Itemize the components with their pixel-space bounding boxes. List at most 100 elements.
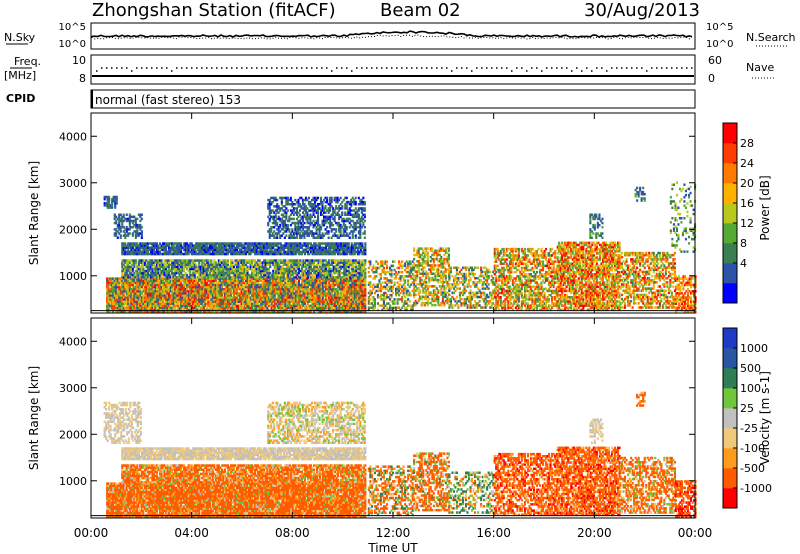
power-cell bbox=[261, 304, 264, 308]
power-cell bbox=[282, 298, 285, 301]
power-cell bbox=[119, 277, 122, 280]
power-cell bbox=[257, 287, 260, 291]
power-cell bbox=[198, 308, 201, 312]
power-cell bbox=[270, 285, 273, 289]
power-cell bbox=[343, 294, 346, 297]
power-cell bbox=[136, 265, 139, 269]
power-cell bbox=[166, 277, 169, 280]
power-cell bbox=[140, 296, 143, 299]
power-cell bbox=[264, 287, 267, 291]
power-cell bbox=[160, 304, 163, 308]
power-cell bbox=[311, 296, 314, 299]
power-cell bbox=[116, 300, 119, 303]
power-cell bbox=[171, 281, 174, 285]
power-cell bbox=[236, 287, 239, 291]
power-cell bbox=[155, 292, 158, 295]
power-cell bbox=[281, 292, 284, 295]
power-cell bbox=[297, 290, 300, 293]
power-cell bbox=[229, 277, 232, 280]
power-cell bbox=[124, 287, 127, 291]
power-cell bbox=[261, 292, 264, 295]
power-cell bbox=[127, 287, 130, 291]
power-cell bbox=[281, 298, 284, 301]
power-cell bbox=[154, 271, 157, 275]
power-cell bbox=[325, 279, 328, 282]
power-cell bbox=[299, 285, 302, 289]
power-cell bbox=[254, 281, 257, 285]
power-cell bbox=[201, 287, 204, 291]
power-cell bbox=[122, 259, 125, 262]
power-cell bbox=[142, 261, 145, 264]
power-cell bbox=[275, 298, 278, 301]
power-cell bbox=[220, 306, 223, 310]
power-cell bbox=[192, 310, 195, 314]
power-cell bbox=[299, 300, 302, 303]
power-cell bbox=[257, 302, 260, 305]
power-cell bbox=[107, 290, 110, 293]
power-cell bbox=[163, 271, 166, 275]
power-cell bbox=[325, 308, 328, 312]
power-cell bbox=[131, 283, 134, 287]
power-cell bbox=[284, 277, 287, 280]
power-cell bbox=[231, 298, 234, 301]
power-cell bbox=[226, 283, 229, 287]
power-cell bbox=[300, 294, 303, 297]
power-cell bbox=[165, 279, 168, 282]
power-cell bbox=[266, 296, 269, 299]
power-cell bbox=[125, 308, 128, 312]
power-cell bbox=[210, 308, 213, 312]
power-cell bbox=[131, 310, 134, 314]
power-cell bbox=[294, 292, 297, 295]
power-cell bbox=[248, 283, 251, 287]
power-cell bbox=[350, 283, 353, 287]
power-cell bbox=[130, 277, 133, 280]
power-cell bbox=[186, 306, 189, 310]
power-cell bbox=[325, 300, 328, 303]
power-cell bbox=[122, 213, 125, 216]
power-cell bbox=[239, 281, 242, 285]
power-cell bbox=[205, 298, 208, 301]
power-cell bbox=[137, 279, 140, 282]
power-cell bbox=[352, 279, 355, 282]
power-cell bbox=[234, 296, 237, 299]
power-cell bbox=[199, 290, 202, 293]
power-cell bbox=[309, 281, 312, 285]
power-cell bbox=[343, 290, 346, 293]
power-cell bbox=[308, 279, 311, 282]
power-cell bbox=[299, 283, 302, 287]
power-cell bbox=[284, 298, 287, 301]
power-cell bbox=[278, 290, 281, 293]
power-cell bbox=[341, 281, 344, 285]
power-cell bbox=[267, 304, 270, 308]
power-cell bbox=[113, 306, 116, 310]
power-cell bbox=[110, 277, 113, 280]
power-cell bbox=[128, 279, 131, 282]
power-cell bbox=[168, 302, 171, 305]
power-cell bbox=[149, 283, 152, 287]
power-cell bbox=[281, 300, 284, 303]
power-cell bbox=[245, 304, 248, 308]
power-cell bbox=[127, 279, 130, 282]
power-cell bbox=[152, 302, 155, 305]
power-cell bbox=[275, 287, 278, 291]
power-cell bbox=[263, 298, 266, 301]
power-cell bbox=[136, 308, 139, 312]
power-cell bbox=[169, 302, 172, 305]
power-cell bbox=[128, 265, 131, 269]
power-cell bbox=[273, 300, 276, 303]
power-cell bbox=[115, 277, 118, 280]
power-cell bbox=[290, 277, 293, 280]
power-cell bbox=[240, 281, 243, 285]
power-cell bbox=[168, 306, 171, 310]
power-cell bbox=[279, 300, 282, 303]
power-cell bbox=[128, 300, 131, 303]
power-cell bbox=[275, 283, 278, 287]
power-cell bbox=[192, 285, 195, 289]
power-cell bbox=[183, 283, 186, 287]
power-cell bbox=[220, 296, 223, 299]
power-cell bbox=[320, 287, 323, 291]
power-cell bbox=[151, 310, 154, 314]
power-cell bbox=[149, 281, 152, 285]
power-cell bbox=[291, 308, 294, 312]
power-cell bbox=[109, 281, 112, 285]
